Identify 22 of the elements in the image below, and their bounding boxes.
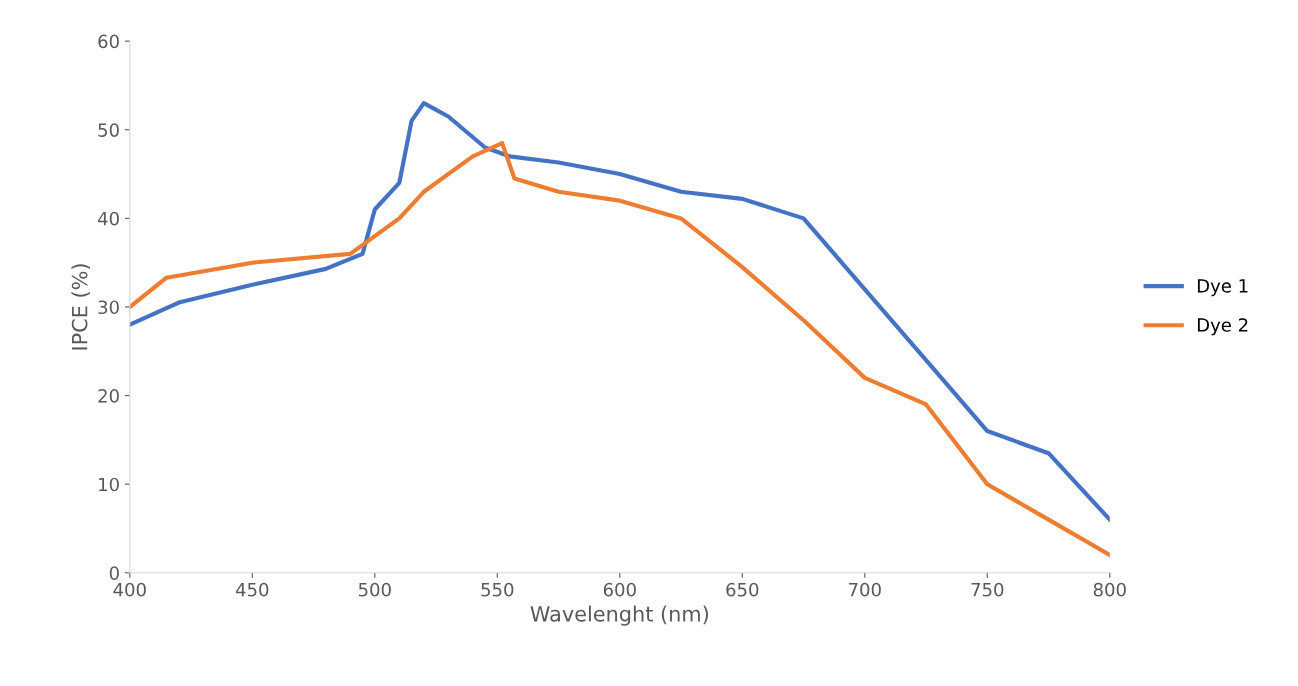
y-tick-label: 0 bbox=[109, 566, 119, 580]
x-tick-label: 450 bbox=[235, 582, 269, 597]
x-tick-label: 800 bbox=[1093, 582, 1126, 597]
x-tick-label: 700 bbox=[849, 582, 881, 597]
y-tick-label: 20 bbox=[98, 389, 119, 403]
line-series bbox=[129, 101, 1110, 522]
legend-label: Dye 1 bbox=[1197, 279, 1248, 297]
x-axis-title: Wavelenght (nm) bbox=[530, 605, 708, 626]
x-tick-label: 550 bbox=[481, 582, 514, 597]
x-tick-label: 600 bbox=[603, 582, 636, 597]
x-tick-label: 750 bbox=[971, 582, 1004, 597]
x-tick-label: 400 bbox=[113, 582, 146, 597]
y-tick-label: 10 bbox=[99, 477, 119, 492]
legend-label: Dye 2 bbox=[1197, 318, 1248, 336]
x-tick-label: 650 bbox=[726, 582, 759, 597]
line-series bbox=[129, 140, 1110, 558]
y-tick-label: 30 bbox=[98, 300, 119, 315]
y-axis-title: IPCE (%) bbox=[71, 264, 90, 350]
y-tick-label: 40 bbox=[97, 211, 119, 226]
y-tick-label: 50 bbox=[98, 123, 119, 137]
y-tick-label: 60 bbox=[98, 34, 119, 49]
x-tick-label: 500 bbox=[358, 582, 391, 597]
